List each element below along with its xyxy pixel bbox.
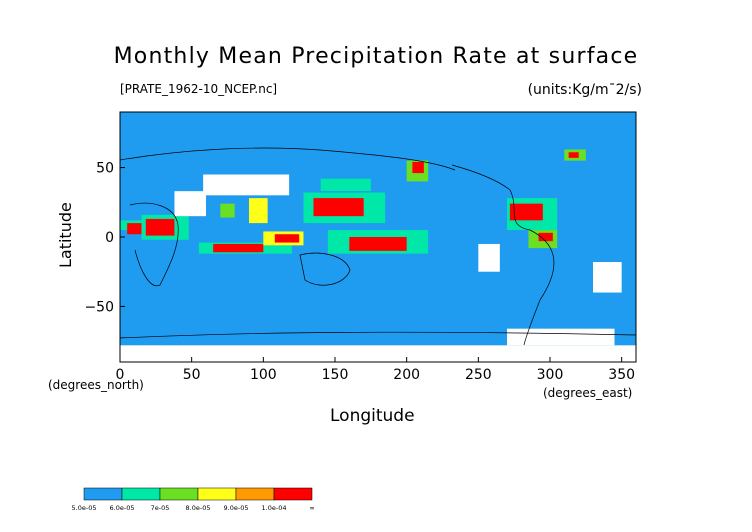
coastline-americas [451,164,555,346]
colorbar-swatch [273,487,313,501]
missing-data-region [203,174,290,196]
colorbar-label: 8.0e-05 [186,504,211,512]
colorbar-label: 6.0e-05 [110,504,135,512]
coastline-africa [129,202,179,287]
colorbar-swatch [83,487,123,501]
colorbar-swatch [159,487,199,501]
x-tick-label: 0 [116,367,125,383]
x-tick-label: 250 [465,367,492,383]
coastline-antarctica [120,331,636,339]
y-units-label: (degrees_north) [48,378,144,392]
x-tick-label: 350 [608,367,635,383]
missing-data-region [120,345,636,362]
x-units-label: (degrees_east) [543,386,633,400]
coastline-australia [299,252,351,286]
precip-region [509,203,543,221]
file-label: [PRATE_1962-10_NCEP.nc] [120,82,278,96]
precip-region [249,198,268,224]
colorbar-swatch [197,487,237,501]
y-tick-label: 0 [105,230,114,246]
colorbar-swatch [121,487,161,501]
chart-title: Monthly Mean Precipitation Rate at surfa… [113,44,639,69]
colorbar-label: ∞ [309,504,314,512]
missing-data-region [593,262,622,293]
coastline-eurasia [120,147,456,171]
x-tick-label: 200 [393,367,420,383]
x-axis-label: Longitude [330,406,415,426]
precip-region [320,178,371,192]
precip-region [313,198,364,217]
y-axis-label: Latitude [56,202,75,268]
x-tick-label: 150 [322,367,349,383]
missing-data-region [174,191,206,217]
missing-data-region [478,243,500,272]
units-label: (units:Kg/m¯2/s) [527,82,642,98]
colorbar-label: 9.0e-05 [224,504,249,512]
precip-region [568,152,579,158]
precip-region [538,232,553,242]
precip-region [274,234,300,243]
missing-data-region [507,328,615,346]
colorbar-label: 1.0e-04 [262,504,287,512]
colorbar-label: 5.0e-05 [72,504,97,512]
precip-region [412,162,424,174]
x-tick-label: 100 [250,367,277,383]
y-tick-label: 50 [96,161,114,177]
precip-region [120,188,135,210]
precip-region [220,203,235,218]
precip-region [145,218,175,236]
colorbar-label: 7e-05 [151,504,170,512]
x-tick-label: 300 [537,367,564,383]
x-tick-label: 50 [183,367,201,383]
precip-region [349,237,407,251]
precip-region [213,243,264,253]
precip-region [127,223,142,235]
colorbar-swatch [235,487,275,501]
y-tick-label: −50 [84,299,114,315]
